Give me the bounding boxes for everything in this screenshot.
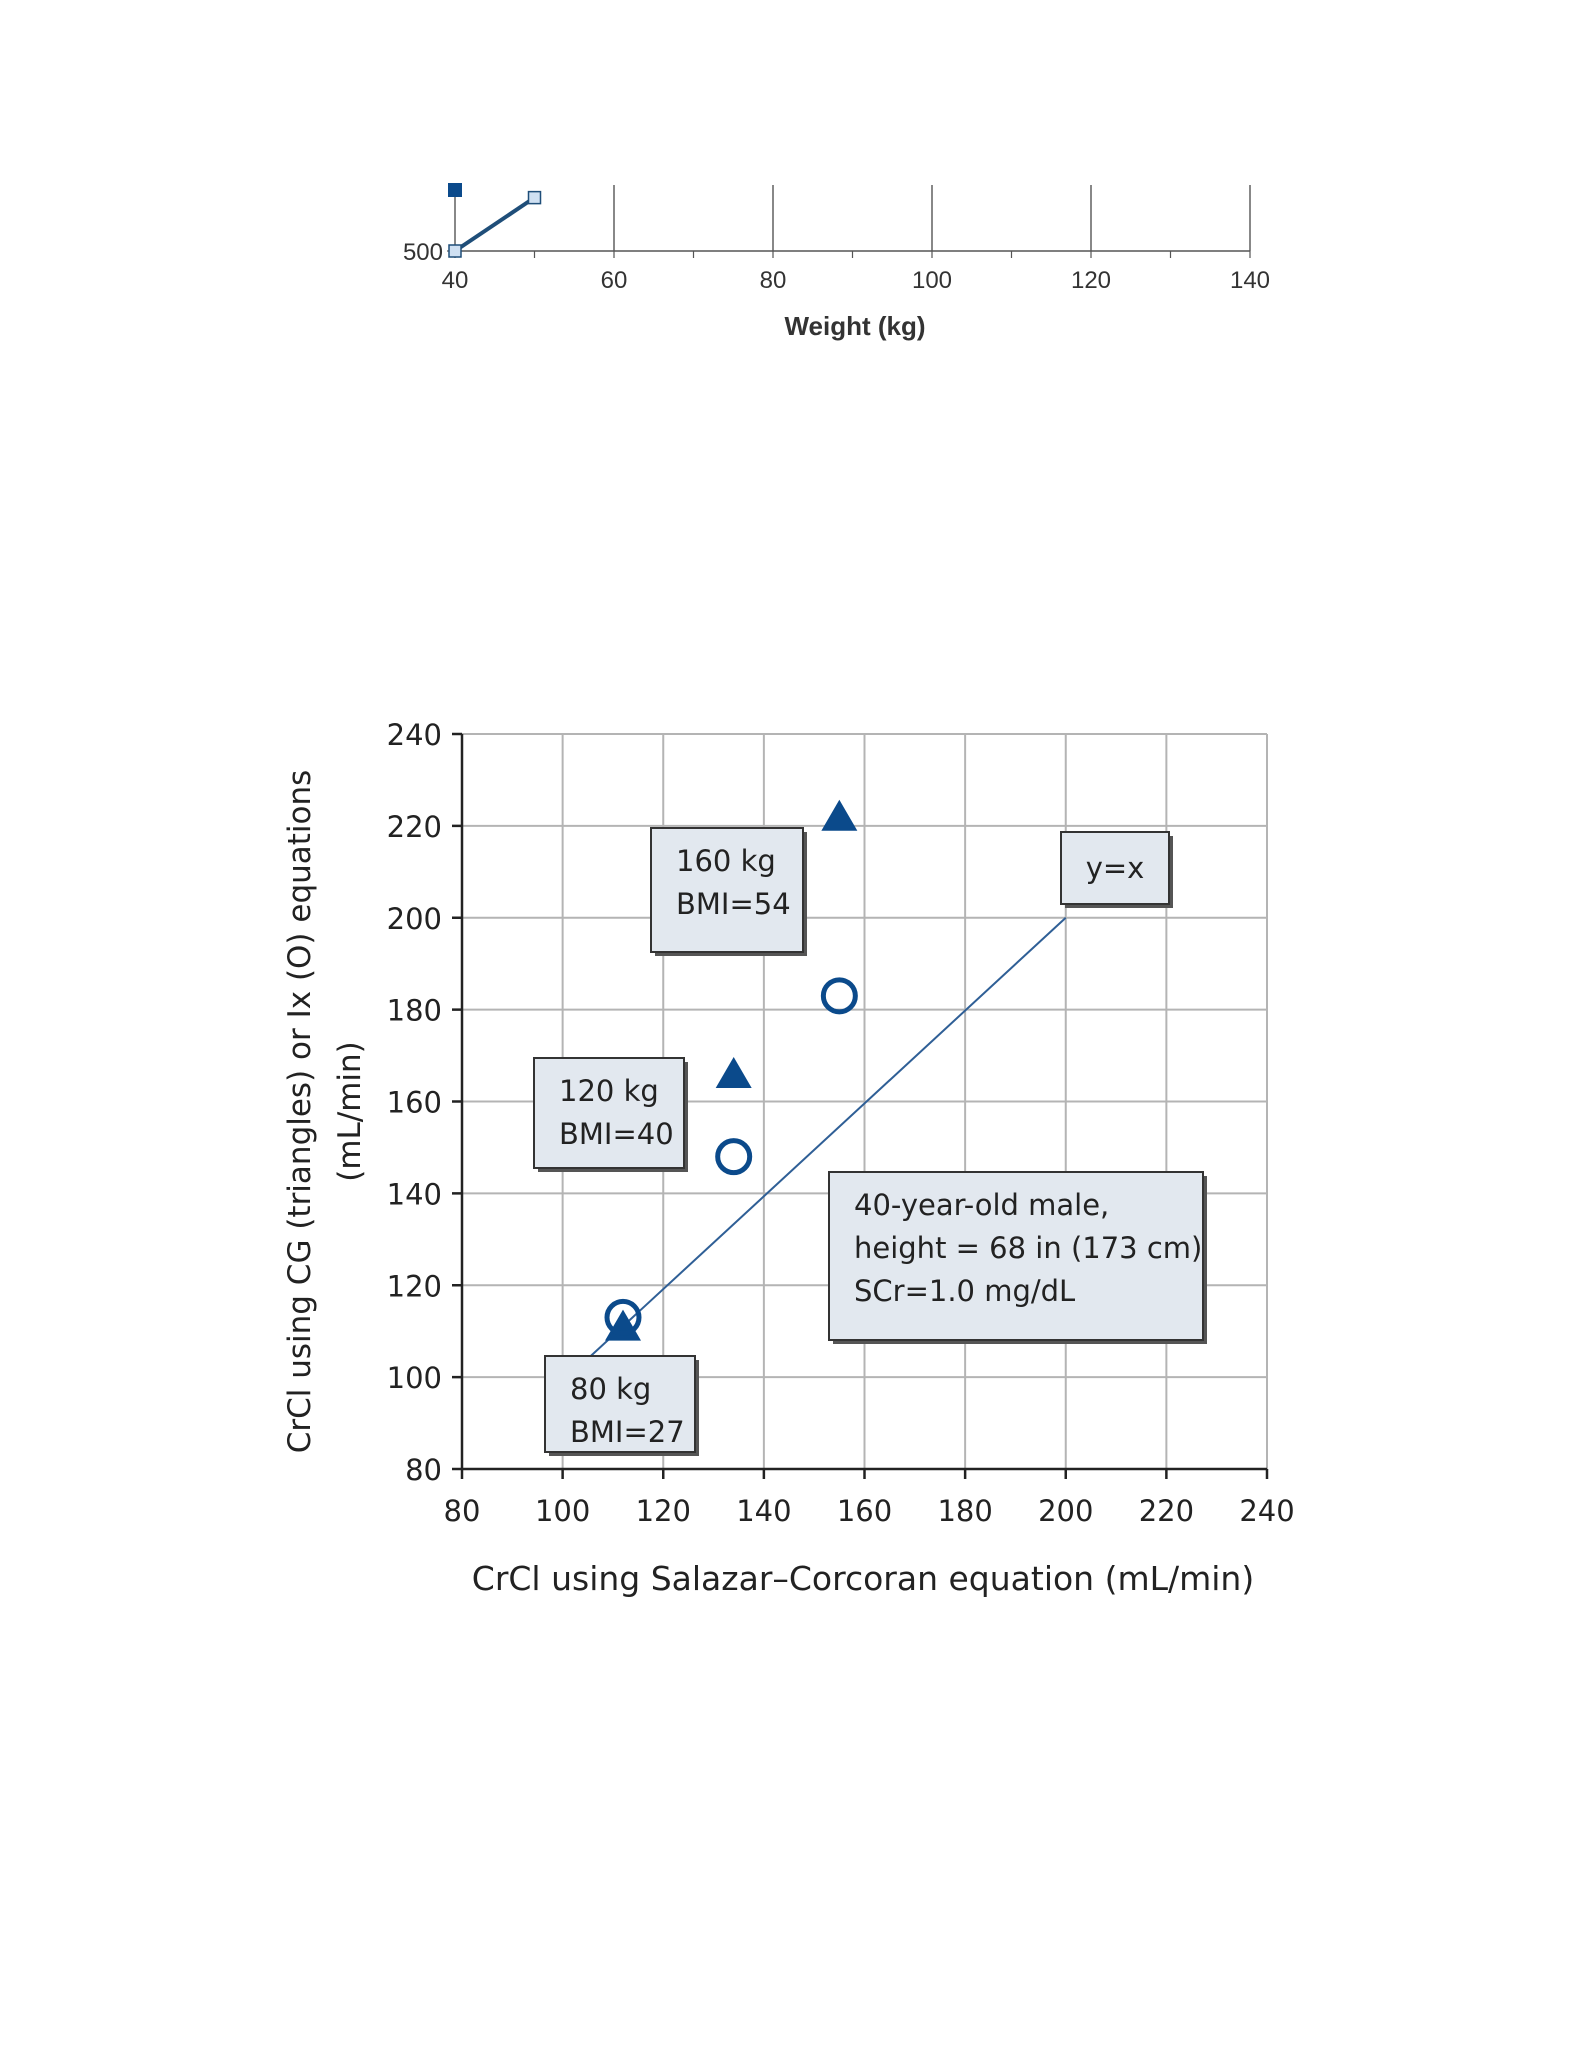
weight-chart-y-tick-label: 500 xyxy=(403,239,443,266)
annotation-text: 160 kg xyxy=(676,844,776,878)
y-tick-label: 120 xyxy=(387,1269,442,1303)
weight-series-filled-marker xyxy=(448,183,462,197)
weight-chart-series xyxy=(448,183,542,258)
weight-chart-gridlines xyxy=(613,185,1251,251)
annotation-background xyxy=(1060,831,1170,905)
y-tick-label: 180 xyxy=(387,994,442,1028)
x-tick-label: 200 xyxy=(1038,1494,1093,1528)
annotation-background xyxy=(650,827,804,953)
y-tick-label: 140 xyxy=(387,1177,442,1211)
tick-labels: 80 100 120 140 160 180 200 220 240 80 100 120 140 160… xyxy=(387,718,1295,1528)
x-tick-label: 100 xyxy=(535,1494,590,1528)
x-axis-label: CrCl using Salazar–Corcoran equation (mL… xyxy=(472,1559,1254,1598)
weight-chart-x-tick-label: 100 xyxy=(912,267,952,294)
y-tick-label: 200 xyxy=(387,902,442,936)
annotation-text: height = 68 in (173 cm) xyxy=(854,1231,1202,1265)
annotation-box: 80 kg BMI=27 xyxy=(544,1355,699,1456)
x-tick-label: 180 xyxy=(937,1494,992,1528)
annotation-box: 120 kg BMI=40 xyxy=(533,1057,688,1172)
annotation-boxes: 80 kg BMI=27 120 kg BMI=40 160 kg BMI=54 y=x 40… xyxy=(533,827,1207,1456)
annotation-background xyxy=(533,1057,685,1169)
weight-chart-fragment: 40 60 80 100 120 140 500 Weight (kg) xyxy=(403,183,1270,341)
ix-circle-point xyxy=(715,1138,753,1176)
weight-chart-x-tick-label: 140 xyxy=(1230,267,1270,294)
cg-triangle-point xyxy=(821,799,858,831)
weight-chart-x-tick-label: 120 xyxy=(1071,267,1111,294)
annotation-text: 120 kg xyxy=(559,1074,659,1108)
axes xyxy=(452,732,1269,1479)
ix-circle-point xyxy=(820,977,858,1015)
weight-chart-tick-labels: 40 60 80 100 120 140 500 xyxy=(403,239,1270,294)
annotation-box: 160 kg BMI=54 xyxy=(650,827,807,956)
weight-series-square-marker xyxy=(448,244,462,258)
annotation-text: y=x xyxy=(1086,851,1145,885)
annotation-text: BMI=54 xyxy=(676,887,791,921)
annotation-box: y=x xyxy=(1060,831,1173,908)
x-tick-label: 140 xyxy=(736,1494,791,1528)
annotation-text: SCr=1.0 mg/dL xyxy=(854,1274,1075,1308)
identity-line xyxy=(587,917,1067,1360)
annotation-background xyxy=(544,1355,696,1453)
annotation-text: BMI=27 xyxy=(570,1415,685,1449)
data-points xyxy=(604,799,858,1341)
weight-series-square-marker xyxy=(527,190,542,205)
x-tick-label: 120 xyxy=(636,1494,691,1528)
weight-series-line xyxy=(453,195,536,253)
y-tick-label: 220 xyxy=(387,810,442,844)
y-axis-label: CrCl using CG (triangles) or Ix (O) equa… xyxy=(282,770,318,1454)
annotation-box: 40-year-old male, height = 68 in (173 cm)… xyxy=(828,1171,1207,1344)
x-tick-label: 80 xyxy=(444,1494,481,1528)
annotation-text: BMI=40 xyxy=(559,1117,674,1151)
y-tick-label: 240 xyxy=(387,718,442,752)
weight-chart-x-tick-label: 80 xyxy=(760,267,787,294)
crcl-scatter-chart: 80 100 120 140 160 180 200 220 240 80 100 120 140 160… xyxy=(282,718,1295,1598)
annotation-text: 40-year-old male, xyxy=(854,1188,1109,1222)
y-tick-label: 80 xyxy=(405,1453,442,1487)
y-tick-label: 160 xyxy=(387,1086,442,1120)
cg-triangle-point xyxy=(715,1056,752,1088)
x-tick-label: 160 xyxy=(837,1494,892,1528)
x-tick-label: 240 xyxy=(1239,1494,1294,1528)
annotation-background xyxy=(828,1171,1204,1341)
weight-chart-x-tick-label: 40 xyxy=(442,267,469,294)
x-tick-label: 220 xyxy=(1139,1494,1194,1528)
ix-circle-point xyxy=(604,1298,642,1336)
weight-chart-x-axis-label: Weight (kg) xyxy=(784,311,925,341)
weight-chart-x-tick-label: 60 xyxy=(601,267,628,294)
y-axis-label-units: (mL/min) xyxy=(332,1041,368,1182)
y-tick-label: 100 xyxy=(387,1361,442,1395)
annotation-text: 80 kg xyxy=(570,1372,651,1406)
weight-chart-ticks xyxy=(447,250,1251,258)
